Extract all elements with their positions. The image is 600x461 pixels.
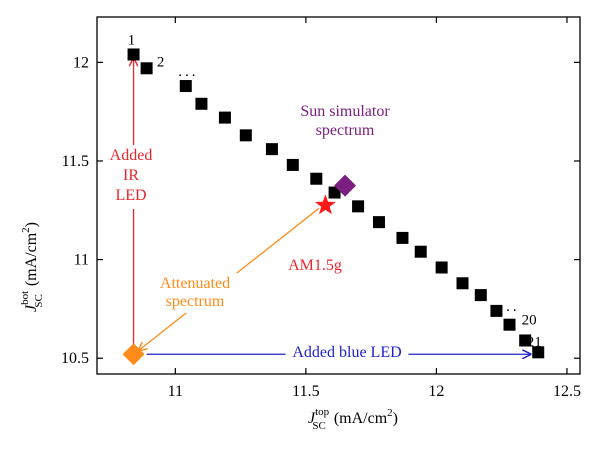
point-label: 21 <box>527 334 542 350</box>
x-tick-label: 12 <box>428 383 444 400</box>
annotation-att: Attenuated spectrum <box>160 275 230 310</box>
axis-titles: Jtop SC (mA/cm2) Jbot SC(mA/cm2) <box>19 222 398 432</box>
annotation-sun: Sun simulator spectrum <box>300 103 390 139</box>
diamond-marker <box>334 174 357 197</box>
data-point <box>414 245 427 258</box>
data-point <box>239 129 252 142</box>
data-point <box>286 158 299 171</box>
data-point <box>195 97 208 110</box>
data-point <box>474 289 487 302</box>
y-tick-label: 10.5 <box>61 350 89 367</box>
x-axis-title: Jtop SC (mA/cm2) <box>308 406 398 432</box>
data-point <box>127 48 140 61</box>
data-point <box>310 172 323 185</box>
plot-frame <box>96 16 581 375</box>
data-point <box>532 346 545 359</box>
annotation-am: AM1.5g <box>288 257 342 274</box>
data-point <box>265 143 278 156</box>
data-point <box>140 62 153 75</box>
data-point <box>218 111 231 124</box>
ellipsis: ... <box>178 64 198 80</box>
data-points: 1 2 20 21...... <box>122 32 545 366</box>
y-axis-title: Jbot SC(mA/cm2) <box>19 222 45 312</box>
annotation-ir: Added IR LED <box>110 147 153 204</box>
annotations: Added IR LED Sun simulator spectrum AM1.5g Att… <box>106 58 531 364</box>
data-point <box>519 334 532 347</box>
diamond-marker <box>122 343 145 366</box>
x-tick-label: 11.5 <box>292 383 319 400</box>
data-point <box>396 231 409 244</box>
data-point <box>490 304 503 317</box>
data-point <box>503 318 516 331</box>
x-tick-label: 11 <box>168 383 183 400</box>
star-marker <box>315 194 336 215</box>
x-tick-label: 12.5 <box>553 383 581 400</box>
ellipsis: ... <box>499 299 519 315</box>
point-label: 1 <box>128 32 136 48</box>
data-point <box>435 261 448 274</box>
point-label: 2 <box>157 54 165 70</box>
annotation-bg <box>285 342 409 364</box>
data-point <box>328 186 341 199</box>
y-tick-label: 11.5 <box>62 153 89 170</box>
data-point <box>456 277 469 290</box>
annotation-bg <box>106 145 156 209</box>
annotation-blue: Added blue LED <box>292 344 401 361</box>
data-point <box>352 200 365 213</box>
point-label: 20 <box>522 312 537 328</box>
data-point <box>179 80 192 93</box>
data-point <box>372 216 385 229</box>
annotation-bg <box>150 273 240 313</box>
y-tick-label: 11 <box>74 252 89 269</box>
y-tick-label: 12 <box>73 54 89 71</box>
